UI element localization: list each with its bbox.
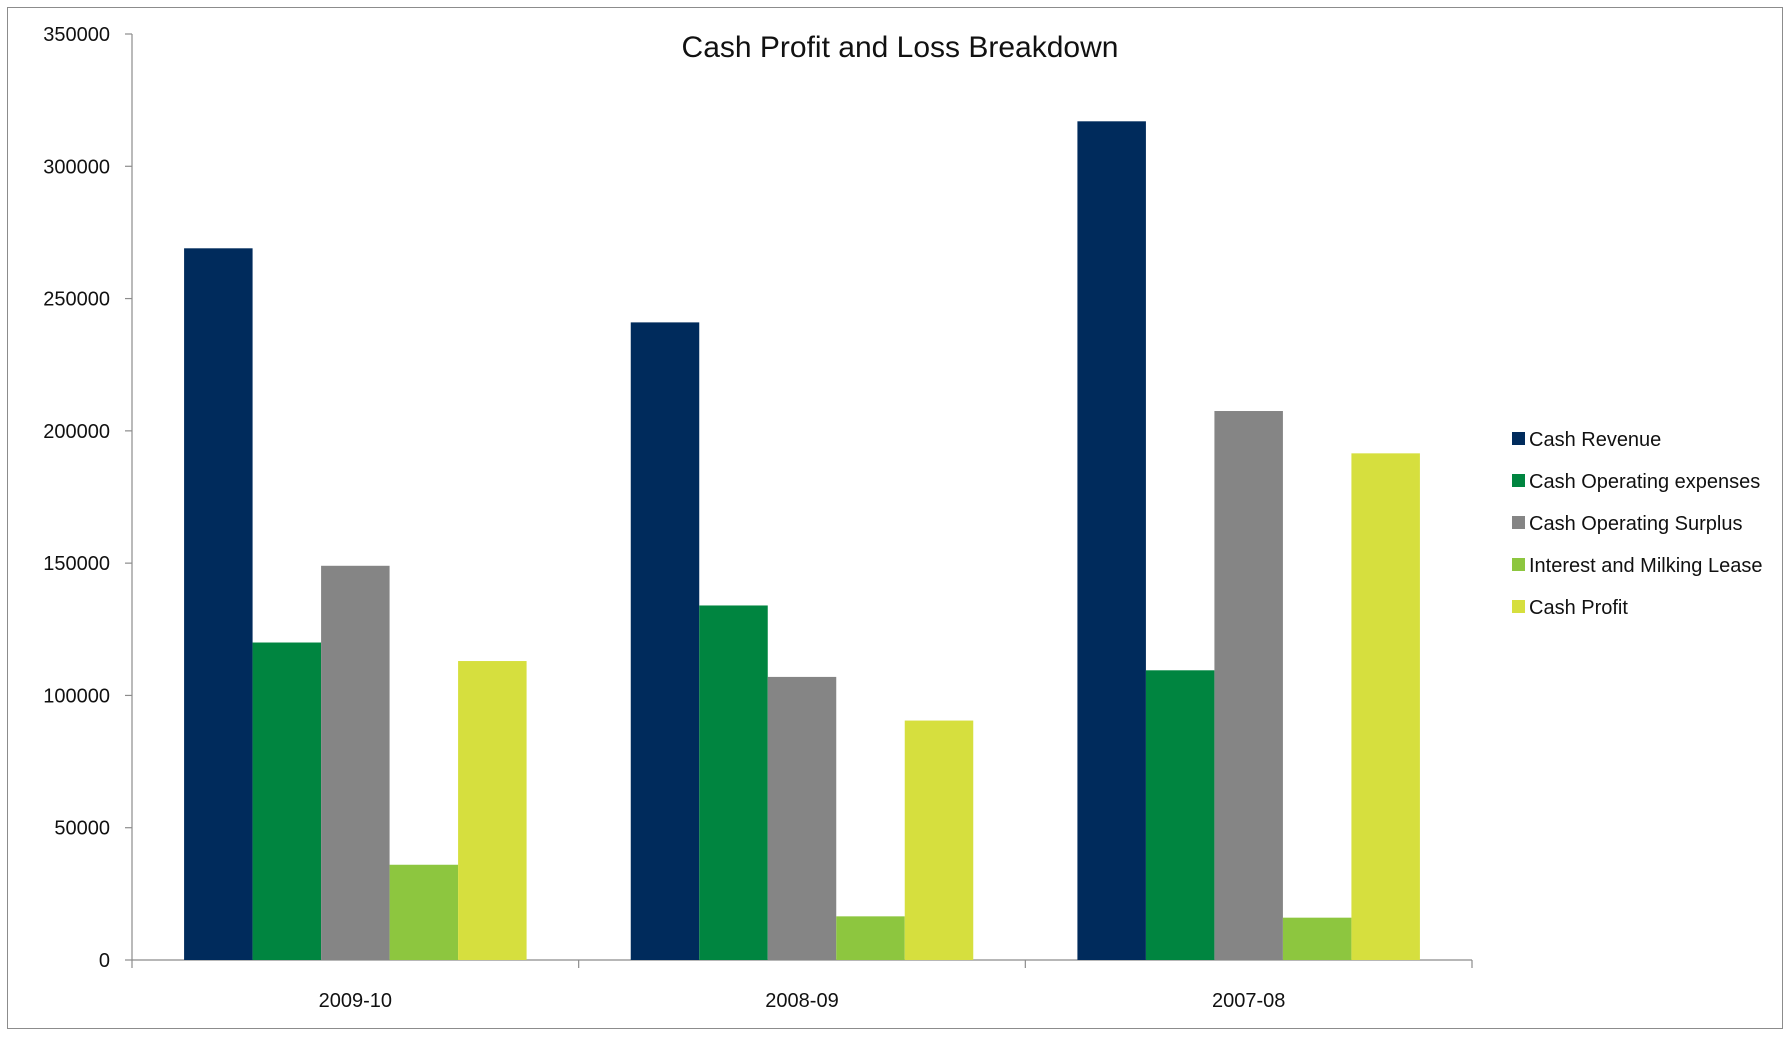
legend-swatch bbox=[1512, 432, 1525, 445]
bar-cash-operating-surplus-2009-10 bbox=[321, 565, 390, 960]
bar-cash-profit-2008-09 bbox=[904, 720, 974, 960]
bar-cash-revenue-2009-10 bbox=[184, 248, 253, 960]
bar-cash-operating-expenses-2009-10 bbox=[252, 642, 322, 960]
y-tick-label: 0 bbox=[99, 950, 110, 972]
bars bbox=[184, 121, 1420, 961]
bar-cash-operating-surplus-2008-09 bbox=[767, 676, 837, 960]
bar-cash-revenue-2007-08 bbox=[1077, 121, 1146, 960]
legend-label: Cash Profit bbox=[1529, 597, 1628, 619]
y-tick-label: 50000 bbox=[54, 818, 110, 840]
bar-cash-profit-2009-10 bbox=[458, 661, 527, 960]
y-tick-label: 350000 bbox=[43, 24, 110, 46]
y-tick-label: 150000 bbox=[43, 553, 110, 575]
y-tick-label: 200000 bbox=[43, 421, 110, 443]
bar-cash-operating-surplus-2007-08 bbox=[1214, 411, 1283, 960]
legend-swatch bbox=[1512, 516, 1525, 529]
bar-interest-and-milking-lease-2008-09 bbox=[836, 916, 905, 960]
bar-cash-revenue-2008-09 bbox=[630, 322, 700, 961]
y-tick-label: 250000 bbox=[43, 289, 110, 311]
chart-title: Cash Profit and Loss Breakdown bbox=[682, 31, 1119, 64]
y-tick-label: 300000 bbox=[43, 156, 110, 178]
bar-interest-and-milking-lease-2009-10 bbox=[389, 864, 459, 960]
x-tick-label: 2008-09 bbox=[765, 990, 838, 1012]
legend-swatch bbox=[1512, 474, 1525, 487]
bar-cash-operating-expenses-2008-09 bbox=[699, 605, 768, 960]
legend: Cash Revenue Cash Operating expenses Cash … bbox=[1512, 429, 1762, 619]
legend-label: Interest and Milking Lease bbox=[1529, 555, 1762, 577]
legend-label: Cash Operating Surplus bbox=[1529, 513, 1742, 535]
bar-cash-operating-expenses-2007-08 bbox=[1145, 670, 1215, 960]
bar-cash-profit-2007-08 bbox=[1351, 453, 1420, 960]
bar-interest-and-milking-lease-2007-08 bbox=[1282, 917, 1352, 960]
x-tick-label: 2007-08 bbox=[1212, 990, 1285, 1012]
legend-swatch bbox=[1512, 600, 1525, 613]
y-tick-label: 100000 bbox=[43, 685, 110, 707]
legend-label: Cash Operating expenses bbox=[1529, 471, 1760, 493]
x-tick-label: 2009-10 bbox=[319, 990, 392, 1012]
legend-label: Cash Revenue bbox=[1529, 429, 1661, 451]
legend-swatch bbox=[1512, 558, 1525, 571]
